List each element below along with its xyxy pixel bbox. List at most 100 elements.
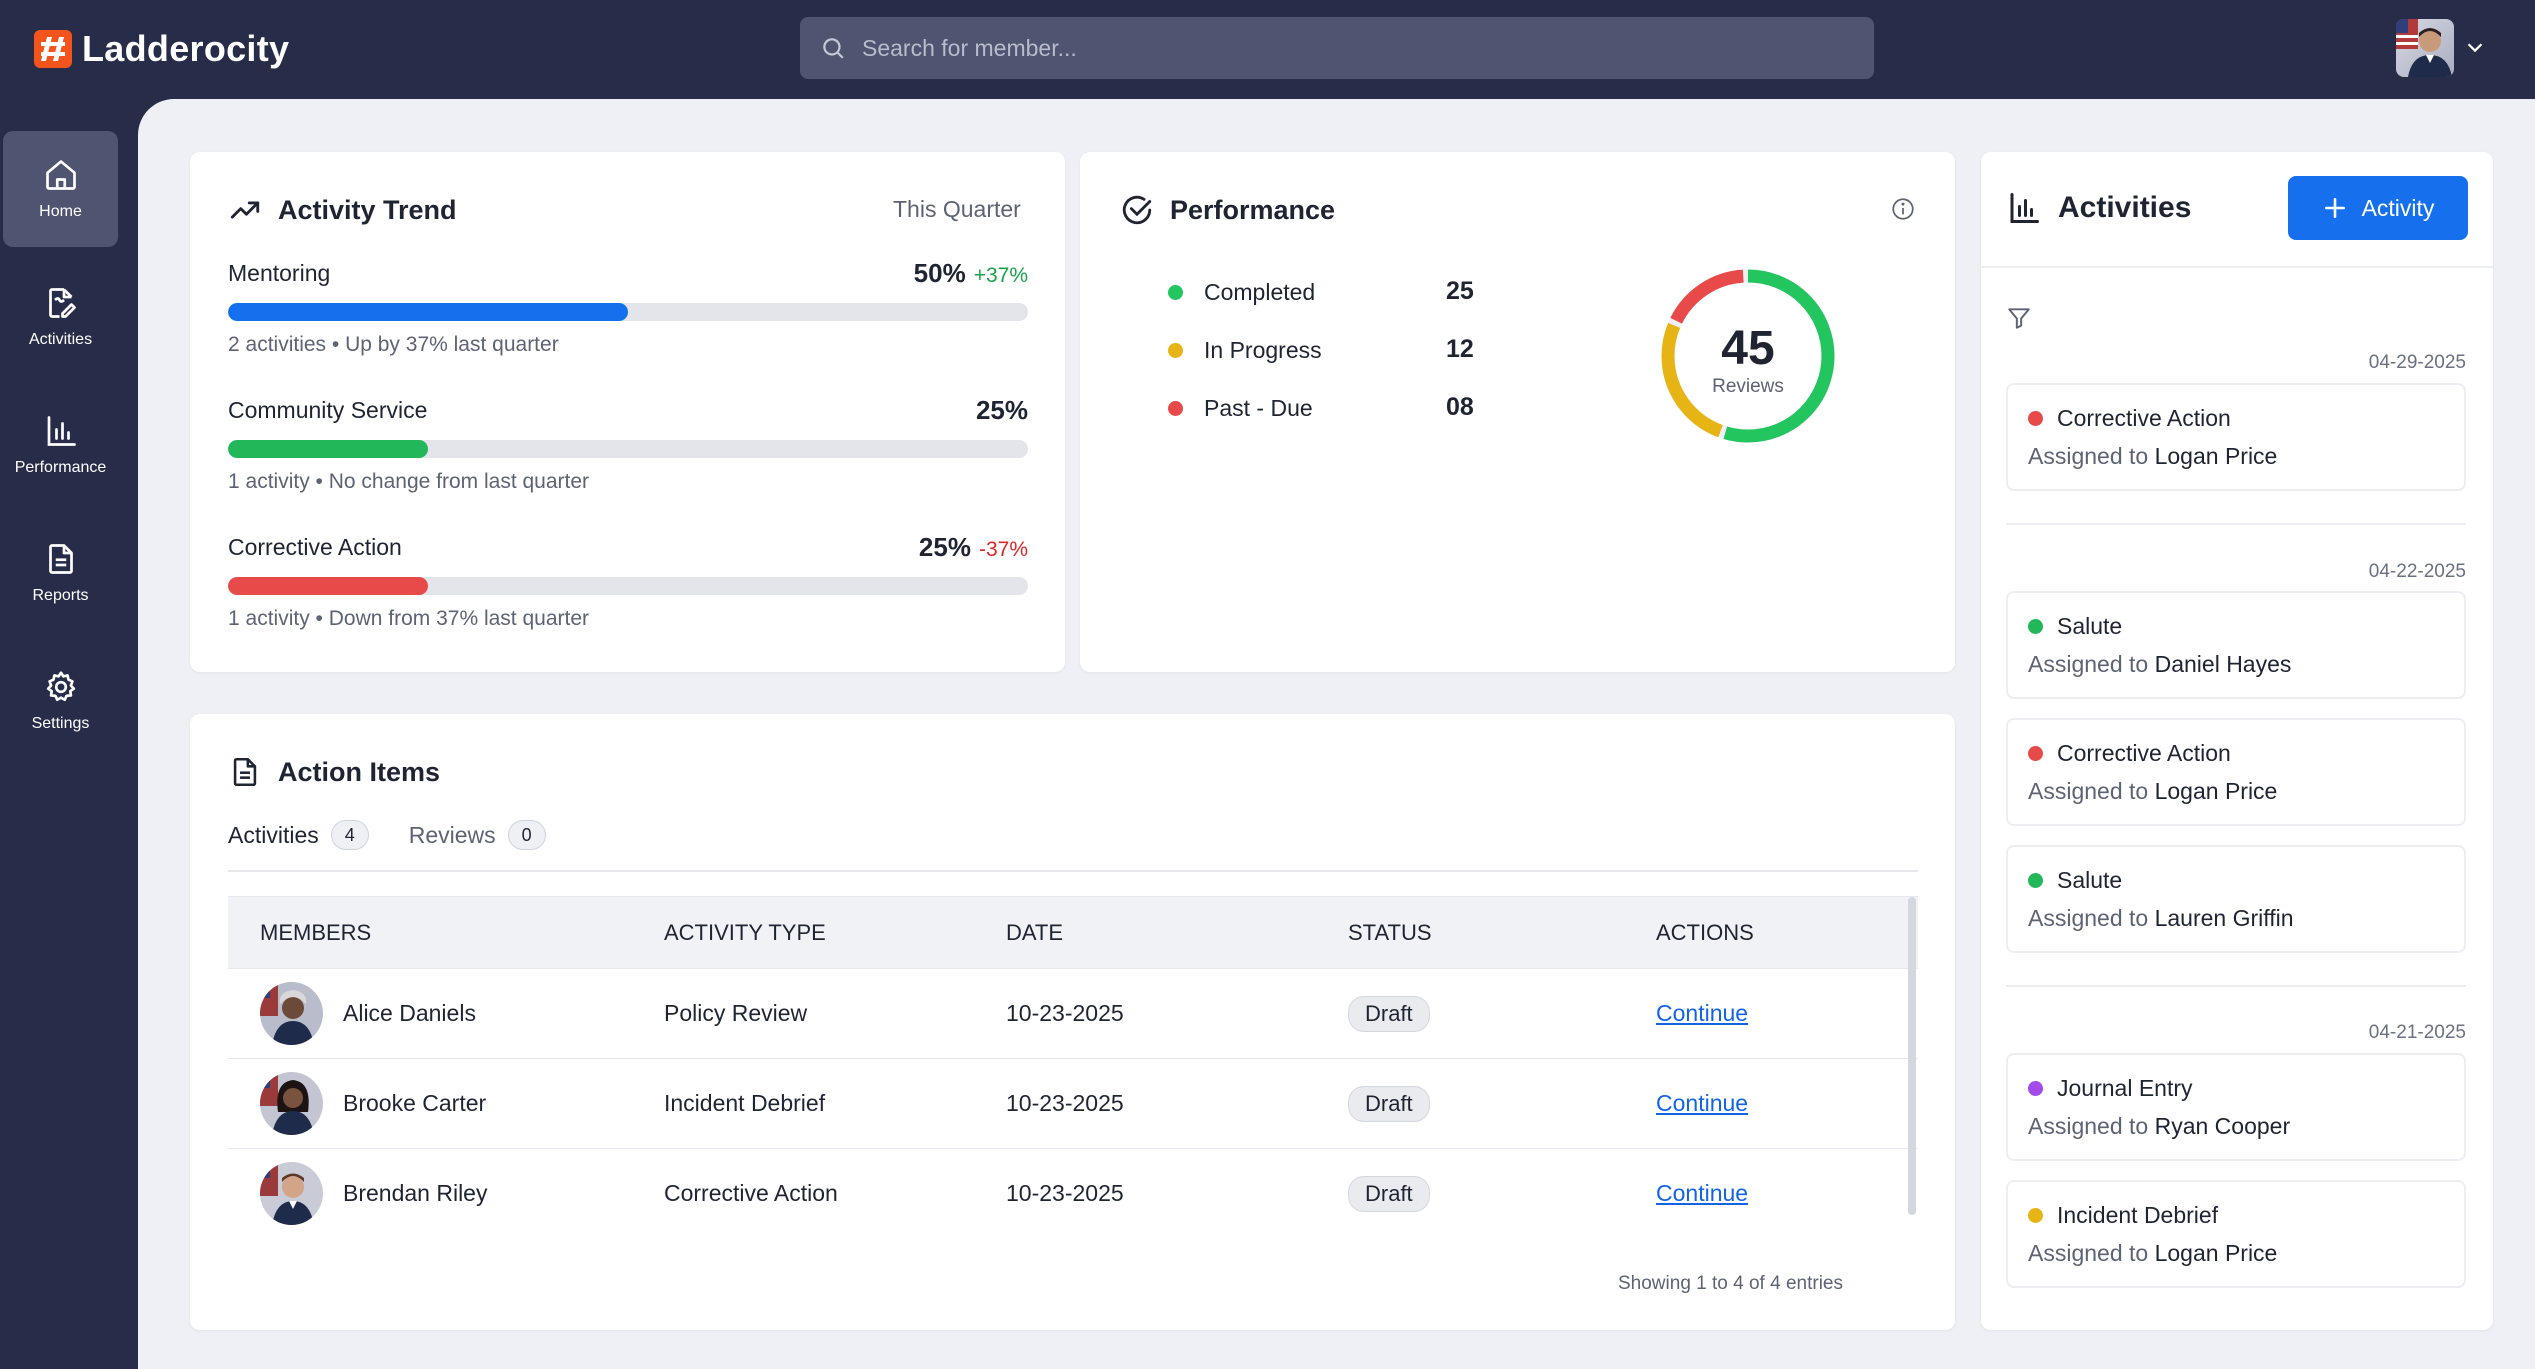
activity-group-date: 04-22-2025	[2368, 561, 2466, 582]
performance-label: Past - Due	[1204, 395, 1313, 421]
activity-card[interactable]: Incident Debrief Assigned to Logan Price	[2006, 1180, 2466, 1288]
trend-period[interactable]: This Quarter	[893, 196, 1021, 222]
reviews-donut-chart: 45 Reviews	[1661, 269, 1835, 443]
column-header[interactable]: STATUS	[1348, 919, 1432, 945]
assignee-name: Logan Price	[2154, 778, 2278, 804]
column-header[interactable]: ACTIONS	[1656, 919, 1754, 945]
document-icon	[233, 757, 257, 787]
activity-date: 10-23-2025	[1006, 1000, 1124, 1026]
activity-title: Corrective Action	[2057, 405, 2231, 431]
member-photo-icon	[260, 1162, 323, 1225]
search-input[interactable]	[862, 34, 1762, 62]
activities-icon	[48, 288, 76, 318]
member-search[interactable]	[800, 17, 1874, 79]
user-photo-icon	[2396, 19, 2452, 77]
trend-name: Community Service	[228, 397, 428, 423]
sidebar-item-reports[interactable]: Reports	[3, 515, 118, 631]
add-activity-button[interactable]: Activity	[2288, 176, 2468, 240]
member-name[interactable]: Alice Daniels	[343, 1000, 476, 1026]
app-name: Ladderocity	[82, 28, 290, 69]
action-items-tabs: Activities 4 Reviews 0	[228, 820, 546, 850]
activities-panel-title: Activities	[2006, 190, 2191, 226]
chevron-down-icon[interactable]	[2464, 36, 2486, 58]
member-photo-icon	[260, 982, 323, 1045]
performance-label: In Progress	[1204, 337, 1322, 363]
activity-title: Journal Entry	[2057, 1075, 2193, 1101]
tab-reviews[interactable]: Reviews 0	[409, 820, 546, 850]
user-avatar[interactable]	[2396, 19, 2454, 77]
progress-bar	[228, 303, 1028, 321]
ladder-logo-icon	[34, 30, 72, 68]
progress-bar-fill	[228, 440, 428, 458]
activity-card[interactable]: Journal Entry Assigned to Ryan Cooper	[2006, 1053, 2466, 1161]
activity-date: 10-23-2025	[1006, 1180, 1124, 1206]
status-badge: Draft	[1348, 995, 1430, 1032]
continue-link[interactable]: Continue	[1656, 1090, 1749, 1116]
table-row[interactable]: Brooke Carter Incident Debrief 10-23-202…	[228, 1058, 1918, 1148]
home-icon	[45, 160, 76, 190]
count-badge: 0	[507, 820, 546, 850]
trend-delta: +37%	[973, 264, 1028, 287]
member-name[interactable]: Brendan Riley	[343, 1180, 488, 1206]
table-header: MEMBERS ACTIVITY TYPE DATE STATUS ACTION…	[228, 896, 1918, 968]
pagination-summary: Showing 1 to 4 of 4 entries	[1618, 1273, 1843, 1294]
column-header[interactable]: ACTIVITY TYPE	[664, 919, 826, 945]
performance-label: Completed	[1204, 279, 1316, 305]
activity-card[interactable]: Corrective Action Assigned to Logan Pric…	[2006, 383, 2466, 491]
activity-date: 10-23-2025	[1006, 1090, 1124, 1116]
sidebar-item-performance[interactable]: Performance	[3, 387, 118, 503]
donut-segment-in-progress	[1661, 269, 1835, 443]
search-icon	[823, 38, 844, 59]
top-bar: Ladderocity	[0, 0, 2535, 99]
trend-pct: 25%	[975, 395, 1028, 425]
activity-type: Corrective Action	[664, 1180, 838, 1206]
activity-card[interactable]: Corrective Action Assigned to Logan Pric…	[2006, 718, 2466, 826]
progress-bar-fill	[228, 577, 428, 595]
group-divider	[2006, 985, 2466, 987]
table-row[interactable]: Brendan Riley Corrective Action 10-23-20…	[228, 1148, 1918, 1238]
plus-icon	[2324, 198, 2345, 218]
activity-type-dot	[2028, 411, 2043, 426]
continue-link[interactable]: Continue	[1656, 1180, 1749, 1206]
table-row[interactable]: Alice Daniels Policy Review 10-23-2025 D…	[228, 968, 1918, 1058]
assignee-name: Logan Price	[2154, 1240, 2278, 1266]
table-scrollbar[interactable]	[1908, 897, 1916, 1215]
sidebar: Home Activities Performance Reports Sett…	[0, 99, 138, 1369]
trend-name: Corrective Action	[228, 534, 402, 560]
sidebar-item-home[interactable]: Home	[3, 131, 118, 247]
activity-type-dot	[2028, 873, 2043, 888]
sidebar-item-settings[interactable]: Settings	[3, 643, 118, 759]
app-logo[interactable]: Ladderocity	[34, 28, 289, 70]
info-icon[interactable]	[1890, 196, 1916, 222]
document-icon	[48, 544, 73, 574]
sidebar-item-label: Performance	[14, 459, 107, 476]
progress-bar	[228, 577, 1028, 595]
activity-trend-title: Activity Trend	[228, 193, 457, 227]
action-items-table: MEMBERS ACTIVITY TYPE DATE STATUS ACTION…	[228, 896, 1918, 1238]
performance-value: 08	[1446, 393, 1474, 421]
trend-note: Up by 37% last quarter	[345, 333, 559, 356]
activity-title: Incident Debrief	[2057, 1202, 2219, 1228]
sidebar-item-label: Settings	[31, 715, 90, 732]
activity-card[interactable]: Salute Assigned to Lauren Griffin	[2006, 845, 2466, 953]
activity-card[interactable]: Salute Assigned to Daniel Hayes	[2006, 591, 2466, 699]
performance-in-progress: In Progress 12	[1168, 335, 1474, 365]
activity-group-date: 04-21-2025	[2368, 1022, 2466, 1043]
action-items-card	[190, 714, 1955, 1330]
tabs-divider	[228, 870, 1918, 872]
member-name[interactable]: Brooke Carter	[343, 1090, 487, 1116]
trend-pct: 50%	[913, 258, 966, 288]
filter-icon[interactable]	[2006, 305, 2032, 331]
trend-count: 1 activity	[228, 470, 310, 493]
activity-type-dot	[2028, 1208, 2043, 1223]
activity-title: Salute	[2057, 867, 2123, 893]
sidebar-item-activities[interactable]: Activities	[3, 259, 118, 375]
continue-link[interactable]: Continue	[1656, 1000, 1749, 1026]
member-photo-icon	[260, 1072, 323, 1135]
tab-activities[interactable]: Activities 4	[228, 820, 369, 850]
trending-up-icon	[230, 201, 260, 219]
column-header[interactable]: MEMBERS	[260, 919, 372, 945]
reviews-total: 45	[1721, 322, 1774, 375]
column-header[interactable]: DATE	[1006, 919, 1064, 945]
sidebar-item-label: Reports	[32, 587, 89, 604]
